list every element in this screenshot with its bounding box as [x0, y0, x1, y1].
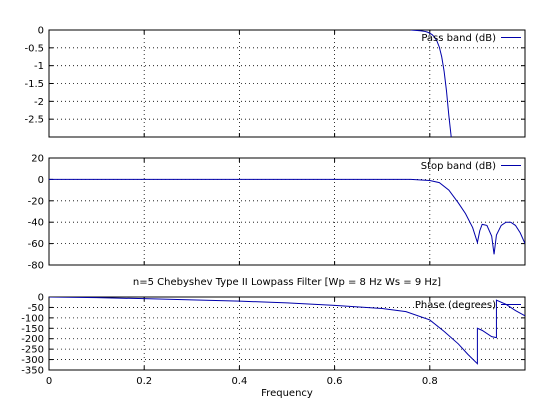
phase-xtick-label: 0.6	[327, 376, 343, 387]
stopband-ytick-label: 20	[31, 154, 44, 165]
stopband-ytick-label: -40	[28, 218, 44, 229]
phase-ytick-label: -100	[21, 313, 44, 324]
passband-ytick-label: -2.5	[24, 115, 44, 126]
phase-legend-label: Phase (degrees)	[415, 300, 496, 311]
phase-ytick-label: -300	[21, 355, 44, 366]
x-axis-label: Frequency	[261, 388, 313, 399]
phase-ytick-label: -250	[21, 345, 44, 356]
phase-ytick-label: -350	[21, 366, 44, 377]
stopband-ytick-label: 0	[38, 175, 44, 186]
phase-xtick-label: 0.8	[422, 376, 438, 387]
passband-ytick-label: -1	[34, 61, 44, 72]
phase-ytick-label: -50	[28, 303, 44, 314]
stopband-series-line	[49, 178, 525, 255]
phase-panel: n=5 Chebyshev Type II Lowpass Filter [Wp…	[21, 277, 526, 399]
phase-ytick-label: -200	[21, 334, 44, 345]
stopband-plot-frame	[48, 157, 526, 266]
passband-ytick-label: -1.5	[24, 79, 44, 90]
stopband-ytick-label: -20	[28, 196, 44, 207]
passband-ytick-label: -0.5	[24, 43, 44, 54]
stopband-ytick-label: -60	[28, 239, 44, 250]
phase-series-line	[49, 297, 525, 365]
chart-title: n=5 Chebyshev Type II Lowpass Filter [Wp…	[133, 277, 441, 288]
passband-panel: 0 -0.5 -1 -1.5 -2 -2.5 Pass band (dB)	[24, 26, 526, 138]
passband-ytick-label: 0	[38, 26, 44, 37]
phase-plot-frame	[48, 296, 526, 371]
stopband-panel: 20 0 -20 -40 -60 -80 Stop band (dB)	[28, 154, 526, 272]
passband-legend-label: Pass band (dB)	[421, 33, 496, 44]
phase-xtick-label: 0.4	[231, 376, 247, 387]
phase-xtick-label: 0.2	[136, 376, 152, 387]
stopband-ytick-label: -80	[28, 261, 44, 272]
phase-ytick-label: -150	[21, 324, 44, 335]
phase-ytick-label: 0	[38, 293, 44, 304]
passband-ytick-label: -2	[34, 97, 44, 108]
stopband-legend-label: Stop band (dB)	[421, 161, 496, 172]
passband-series-line	[410, 30, 452, 137]
phase-xtick-label: 0	[46, 376, 52, 387]
